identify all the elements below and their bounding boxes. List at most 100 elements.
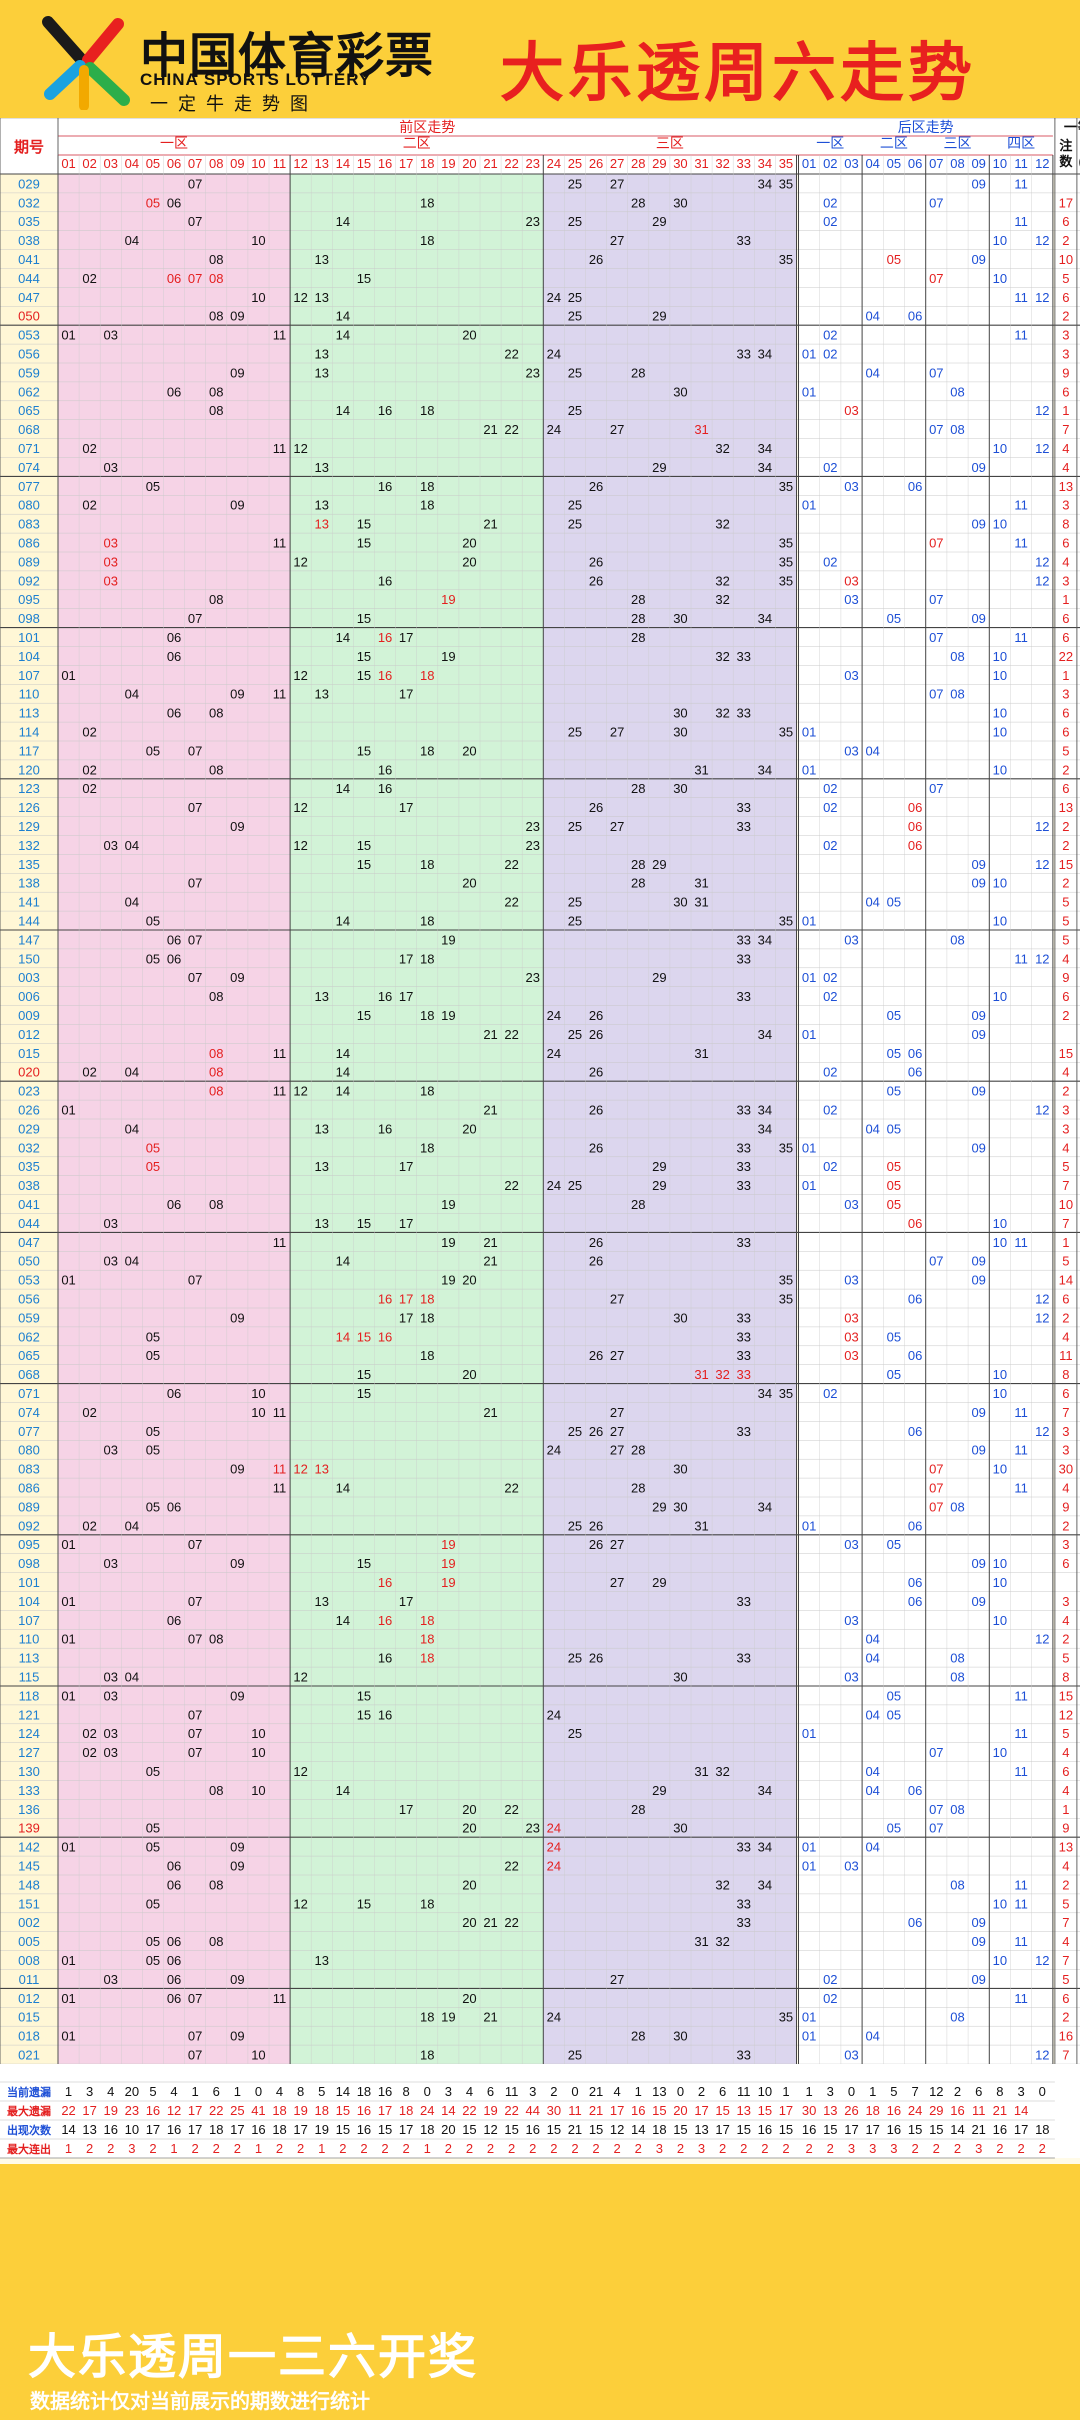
stats-value: 16 — [526, 2122, 540, 2137]
front-ball: 08 — [209, 706, 223, 721]
issue-number: 124 — [18, 1726, 40, 1741]
front-ball: 09 — [230, 498, 244, 513]
front-number-header: 30 — [673, 156, 687, 171]
front-ball: 25 — [568, 1027, 582, 1042]
front-ball: 12 — [293, 1084, 307, 1099]
issue-number: 118 — [19, 1688, 40, 1703]
front-ball: 09 — [230, 819, 244, 834]
front-ball: 22 — [504, 422, 518, 437]
front-ball: 34 — [758, 762, 772, 777]
front-ball: 29 — [652, 1159, 666, 1174]
front-ball: 01 — [61, 668, 75, 683]
stats-value: 24 — [908, 2103, 922, 2118]
front-ball: 33 — [737, 989, 751, 1004]
prize-count: 2 — [1062, 1877, 1069, 1892]
front-ball: 06 — [167, 1197, 181, 1212]
front-ball: 18 — [420, 1008, 434, 1023]
front-ball: 31 — [694, 1367, 708, 1382]
prize-count: 11 — [1059, 1348, 1073, 1363]
front-ball: 13 — [315, 1159, 329, 1174]
back-ball: 03 — [844, 403, 858, 418]
front-ball: 12 — [293, 441, 307, 456]
prize-count: 1 — [1062, 592, 1069, 607]
stats-value: 8 — [297, 2084, 304, 2099]
back-number-header: 09 — [971, 156, 985, 171]
front-number-header: 09 — [230, 156, 244, 171]
prize-count: 3 — [1062, 328, 1069, 343]
stats-value: 2 — [508, 2141, 515, 2156]
front-ball: 10 — [251, 1783, 265, 1798]
stats-value: 1 — [424, 2141, 431, 2156]
issue-number: 089 — [18, 554, 40, 569]
issue-number: 083 — [18, 1462, 40, 1477]
front-ball: 19 — [441, 2010, 455, 2025]
stats-value: 2 — [805, 2141, 812, 2156]
back-ball: 12 — [1035, 233, 1049, 248]
front-ball: 20 — [462, 554, 476, 569]
back-ball: 04 — [865, 365, 879, 380]
front-ball: 17 — [399, 1594, 413, 1609]
back-ball: 03 — [844, 1197, 858, 1212]
front-ball: 33 — [737, 1348, 751, 1363]
front-ball: 10 — [251, 233, 265, 248]
back-ball: 11 — [1014, 1896, 1028, 1911]
front-ball: 34 — [758, 1499, 772, 1514]
front-ball: 25 — [568, 1178, 582, 1193]
front-ball: 26 — [589, 1651, 603, 1666]
stats-value: 15 — [673, 2122, 687, 2137]
front-ball: 18 — [420, 1140, 434, 1155]
back-ball: 09 — [971, 1140, 985, 1155]
issue-number: 117 — [19, 743, 40, 758]
front-number-header: 32 — [715, 156, 729, 171]
front-number-header: 18 — [420, 156, 434, 171]
front-ball: 32 — [715, 1934, 729, 1949]
front-ball: 20 — [462, 876, 476, 891]
front-number-header: 14 — [336, 156, 350, 171]
front-ball: 04 — [125, 1065, 139, 1080]
back-ball: 05 — [887, 1537, 901, 1552]
stats-value: 16 — [802, 2122, 816, 2137]
front-ball: 33 — [737, 819, 751, 834]
issue-number: 138 — [18, 876, 40, 891]
stats-value: 5 — [149, 2084, 156, 2099]
front-ball: 17 — [399, 1216, 413, 1231]
issue-number: 050 — [18, 1254, 40, 1269]
front-ball: 19 — [441, 1008, 455, 1023]
front-ball: 05 — [146, 1896, 160, 1911]
front-ball: 02 — [82, 1745, 96, 1760]
footer-title: 大乐透周一三六开奖 — [28, 2329, 479, 2385]
front-ball: 28 — [631, 195, 645, 210]
issue-number: 026 — [18, 1103, 40, 1118]
front-ball: 25 — [568, 725, 582, 740]
back-ball: 10 — [993, 876, 1007, 891]
issue-number: 147 — [18, 932, 40, 947]
front-ball: 04 — [125, 1518, 139, 1533]
back-ball: 06 — [908, 819, 922, 834]
back-ball: 10 — [993, 517, 1007, 532]
prize-amount-header: (万元) — [1079, 154, 1080, 169]
back-ball: 05 — [887, 1084, 901, 1099]
issue-number: 110 — [19, 1632, 40, 1647]
front-ball: 28 — [631, 876, 645, 891]
issue-number: 095 — [18, 1537, 40, 1552]
stats-value: 20 — [441, 2122, 455, 2137]
front-ball: 10 — [251, 290, 265, 305]
front-number-header: 01 — [61, 156, 75, 171]
front-ball: 24 — [547, 1840, 561, 1855]
back-ball: 09 — [971, 1972, 985, 1987]
front-ball: 29 — [652, 460, 666, 475]
front-ball: 35 — [779, 1386, 793, 1401]
back-zone-header: 一区 — [816, 135, 844, 151]
front-ball: 02 — [82, 498, 96, 513]
back-ball: 10 — [993, 1953, 1007, 1968]
back-ball: 05 — [887, 1821, 901, 1836]
prize-count: 5 — [1062, 743, 1069, 758]
front-ball: 18 — [420, 1292, 434, 1307]
front-ball: 06 — [167, 932, 181, 947]
back-ball: 09 — [971, 1934, 985, 1949]
front-ball: 33 — [737, 1140, 751, 1155]
front-ball: 30 — [673, 1462, 687, 1477]
front-ball: 16 — [378, 1651, 392, 1666]
front-ball: 25 — [568, 517, 582, 532]
front-ball: 05 — [146, 1953, 160, 1968]
